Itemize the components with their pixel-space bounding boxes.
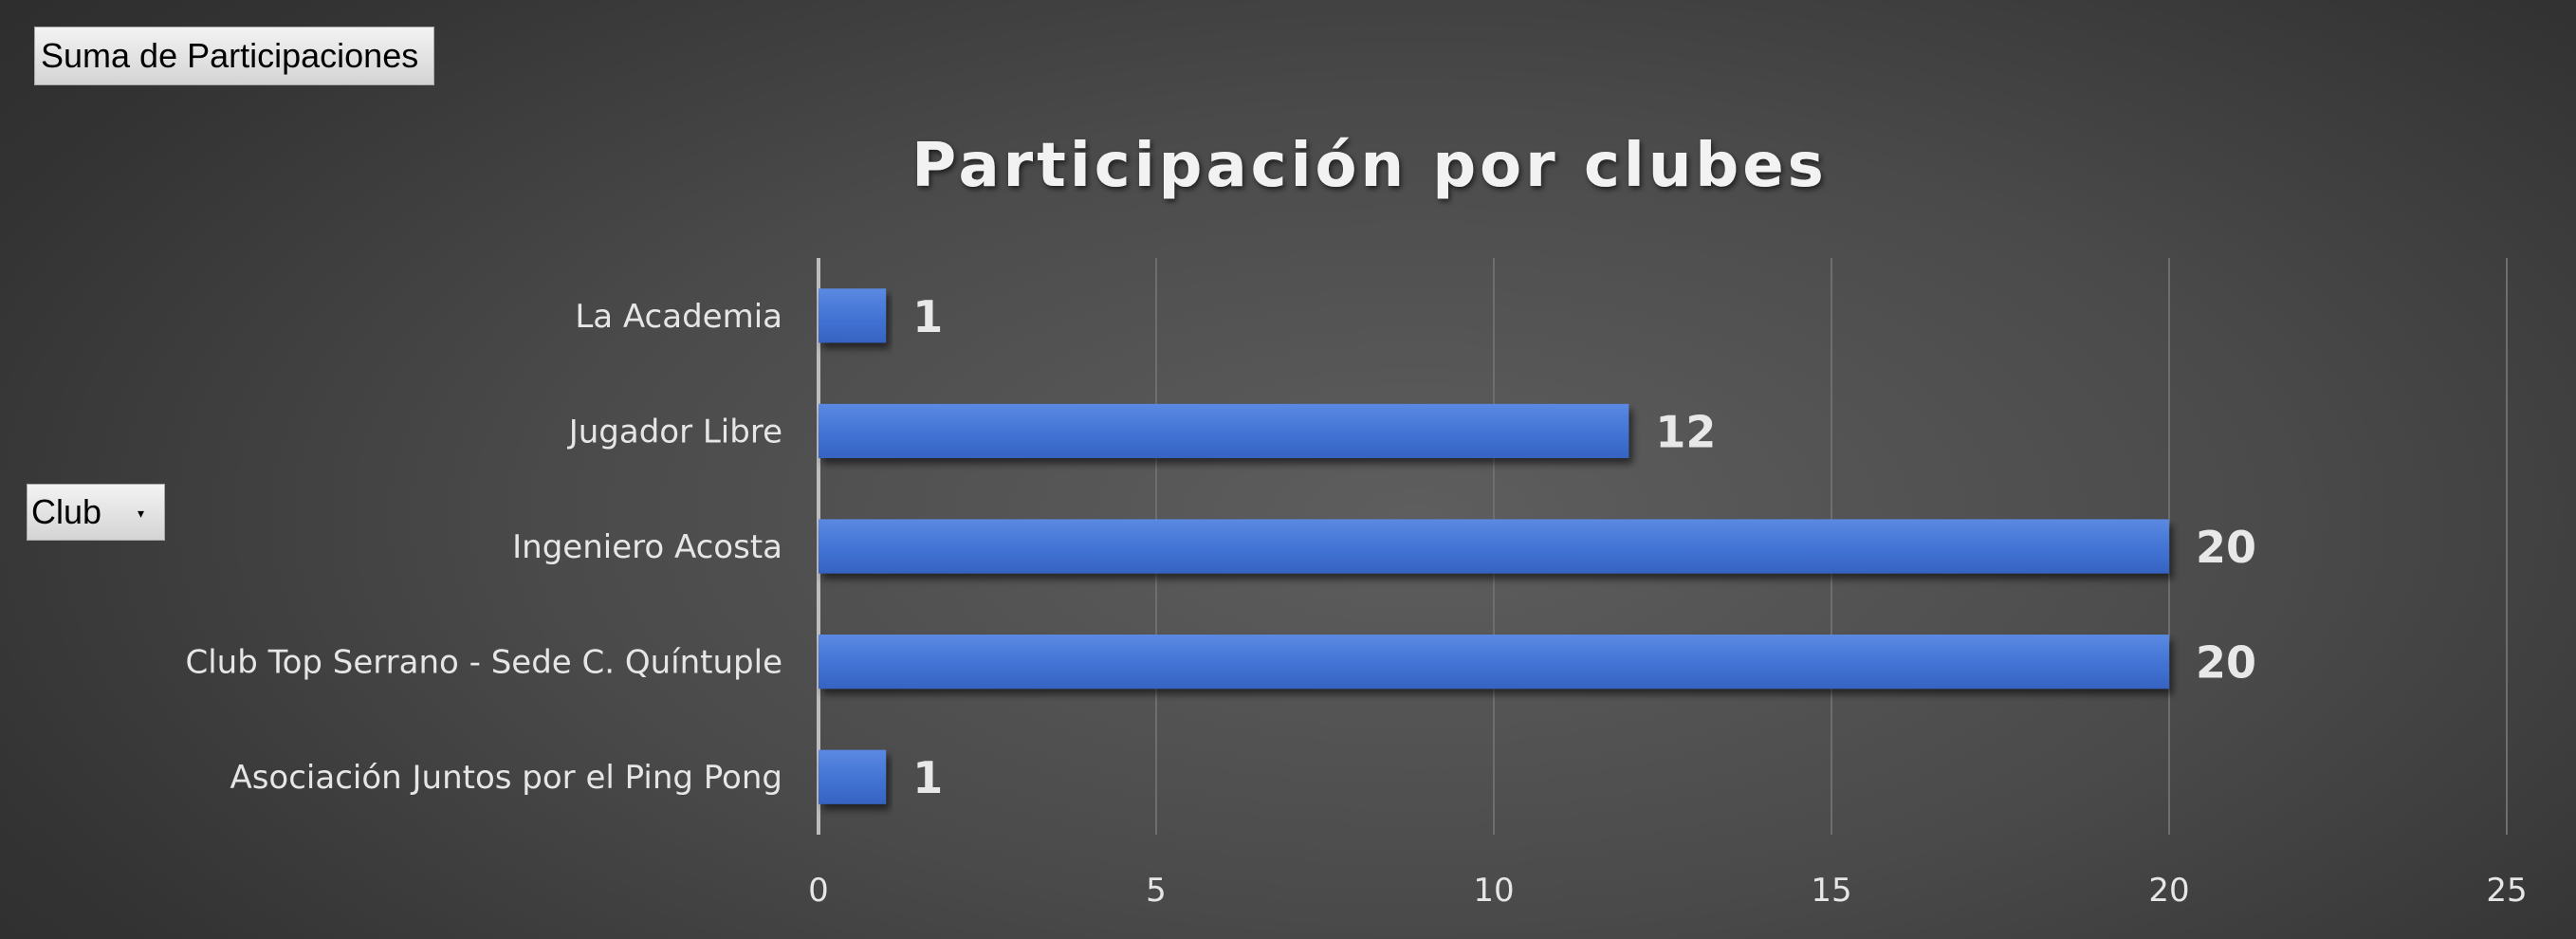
- x-tick-label: 10: [1473, 872, 1514, 910]
- x-tick-label: 20: [2148, 872, 2189, 910]
- x-tick-label: 15: [1811, 872, 1851, 910]
- bar: [819, 288, 887, 343]
- category-label: Jugador Libre: [567, 413, 782, 451]
- data-label: 20: [2196, 637, 2256, 689]
- chart-title: Participación por clubes: [911, 131, 1827, 201]
- category-label: Ingeniero Acosta: [512, 528, 782, 566]
- category-label: Club Top Serrano - Sede C. Quíntuple: [185, 644, 782, 682]
- data-label: 1: [912, 752, 943, 803]
- x-tick-label: 0: [808, 872, 829, 910]
- x-tick-label: 5: [1146, 872, 1167, 910]
- bar: [819, 519, 2169, 574]
- category-label: Asociación Juntos por el Ping Pong: [230, 759, 782, 797]
- bar: [819, 635, 2169, 690]
- dropdown-arrow-icon: ▾: [138, 506, 145, 521]
- axis-field-label: Club: [31, 492, 102, 531]
- values-field-label: Suma de Participaciones: [41, 36, 419, 75]
- bar: [819, 749, 887, 804]
- data-label: 20: [2196, 522, 2256, 573]
- category-label: La Academia: [575, 298, 782, 336]
- values-field-button[interactable]: Suma de Participaciones: [34, 27, 434, 85]
- bar: [819, 403, 1629, 458]
- axis-field-dropdown[interactable]: Club ▾: [27, 484, 165, 541]
- data-label: 12: [1655, 406, 1716, 457]
- x-tick-label: 25: [2486, 872, 2527, 910]
- data-label: 1: [912, 291, 943, 342]
